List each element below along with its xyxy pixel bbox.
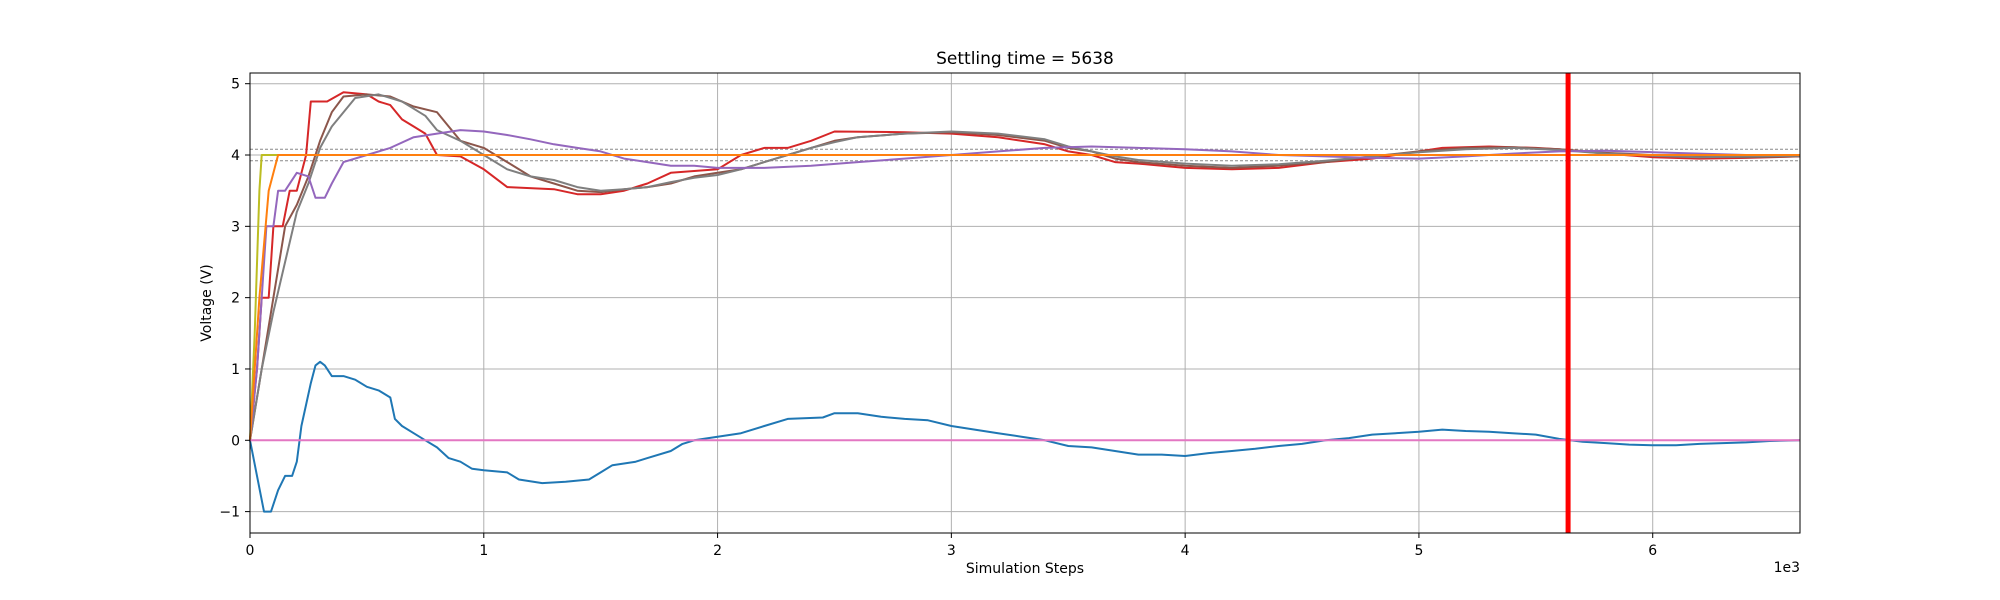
series-line-5 — [249, 129, 1800, 441]
x-tick-label-5: 5 — [1414, 543, 1423, 559]
x-tick-label-4: 4 — [1181, 543, 1190, 559]
x-axis-label: Simulation Steps — [966, 561, 1084, 577]
axes-frame — [249, 72, 1801, 534]
x-tick-label-3: 3 — [947, 543, 956, 559]
chart-title: Settling time = 5638 — [936, 49, 1114, 69]
x-axis-ticks: 0 1 2 3 4 5 6 — [246, 533, 1657, 559]
x-tick-label-6: 6 — [1648, 543, 1657, 559]
y-tick-label-5: 4 — [231, 148, 240, 164]
x-tick-label-1: 1 — [479, 543, 488, 559]
y-tick-label-4: 3 — [231, 219, 240, 235]
y-tick-label-0: −1 — [219, 505, 240, 521]
y-axis-ticks: −1 0 1 2 3 4 5 — [219, 77, 250, 521]
x-tick-label-2: 2 — [713, 543, 722, 559]
y-axis-label: Voltage (V) — [199, 264, 215, 341]
y-tick-label-6: 5 — [231, 77, 240, 93]
y-tick-label-3: 2 — [231, 291, 240, 307]
series-line-6 — [249, 154, 1800, 441]
y-tick-label-2: 1 — [231, 362, 240, 378]
x-tick-label-0: 0 — [246, 543, 255, 559]
series-line-0 — [249, 360, 1801, 513]
y-tick-label-1: 0 — [231, 433, 240, 449]
plot-area — [249, 91, 1801, 513]
series-line-4 — [249, 93, 1801, 441]
x-axis-offset-label: 1e3 — [1774, 560, 1800, 576]
